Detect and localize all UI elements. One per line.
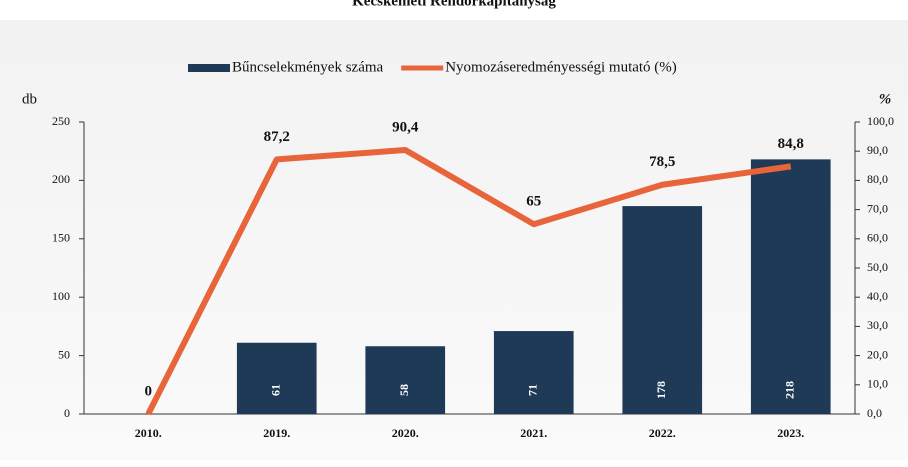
y2-tick-label: 80,0	[867, 172, 888, 186]
bar	[365, 346, 446, 414]
x-tick-label: 2010.	[135, 426, 162, 440]
y2-axis-label: %	[879, 91, 892, 107]
bar-label: 218	[783, 381, 797, 399]
y-tick-label: 50	[58, 347, 70, 361]
line-label: 90,4	[392, 119, 419, 135]
x-tick-label: 2023.	[777, 426, 804, 440]
bar-label: 58	[397, 384, 411, 396]
y-tick-label: 200	[52, 172, 70, 186]
bar	[750, 159, 831, 414]
x-tick-label: 2021.	[520, 426, 547, 440]
legend-label: Nyomozáseredményességi mutató (%)	[445, 59, 677, 75]
bar	[493, 331, 574, 414]
line-label: 65	[526, 194, 541, 210]
bar	[236, 342, 317, 414]
line-label: 78,5	[649, 154, 675, 170]
bar-label: 61	[269, 384, 283, 396]
line-label: 84,8	[778, 136, 804, 152]
x-tick-label: 2022.	[649, 426, 676, 440]
legend-swatch	[188, 64, 230, 72]
y2-tick-label: 10,0	[867, 377, 888, 391]
y2-tick-label: 70,0	[867, 201, 888, 215]
y-tick-label: 250	[52, 114, 70, 128]
bar-label: 178	[654, 381, 668, 399]
y2-tick-label: 20,0	[867, 347, 888, 361]
y2-tick-label: 50,0	[867, 260, 888, 274]
line-label: 0	[145, 383, 153, 399]
y2-tick-label: 90,0	[867, 143, 888, 157]
x-tick-label: 2020.	[392, 426, 419, 440]
y2-tick-label: 100,0	[867, 114, 894, 128]
y2-tick-label: 0,0	[867, 406, 882, 420]
y2-tick-label: 30,0	[867, 318, 888, 332]
y2-tick-label: 40,0	[867, 289, 888, 303]
bar	[622, 206, 703, 414]
y-tick-label: 150	[52, 231, 70, 245]
legend-label: Bűncselekmények száma	[232, 59, 384, 75]
bar-label: 71	[526, 384, 540, 396]
chart-title: Kecskeméti Rendőrkapitányság	[352, 0, 556, 9]
x-tick-label: 2019.	[263, 426, 290, 440]
line-label: 87,2	[264, 129, 290, 145]
y-tick-label: 100	[52, 289, 70, 303]
y-axis-label: db	[22, 91, 37, 107]
y2-tick-label: 60,0	[867, 231, 888, 245]
line	[145, 147, 792, 416]
y-tick-label: 0	[64, 406, 70, 420]
